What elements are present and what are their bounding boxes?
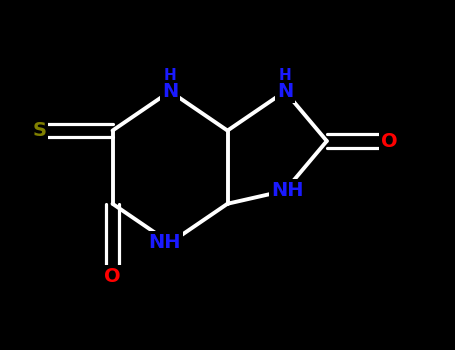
Text: H: H [164,68,177,83]
Text: NH: NH [271,181,304,200]
Text: H: H [278,68,291,83]
Text: N: N [277,82,293,101]
Text: S: S [32,121,46,140]
Text: O: O [104,267,121,286]
Text: N: N [162,82,178,101]
Text: O: O [381,132,398,150]
Text: NH: NH [148,233,181,252]
